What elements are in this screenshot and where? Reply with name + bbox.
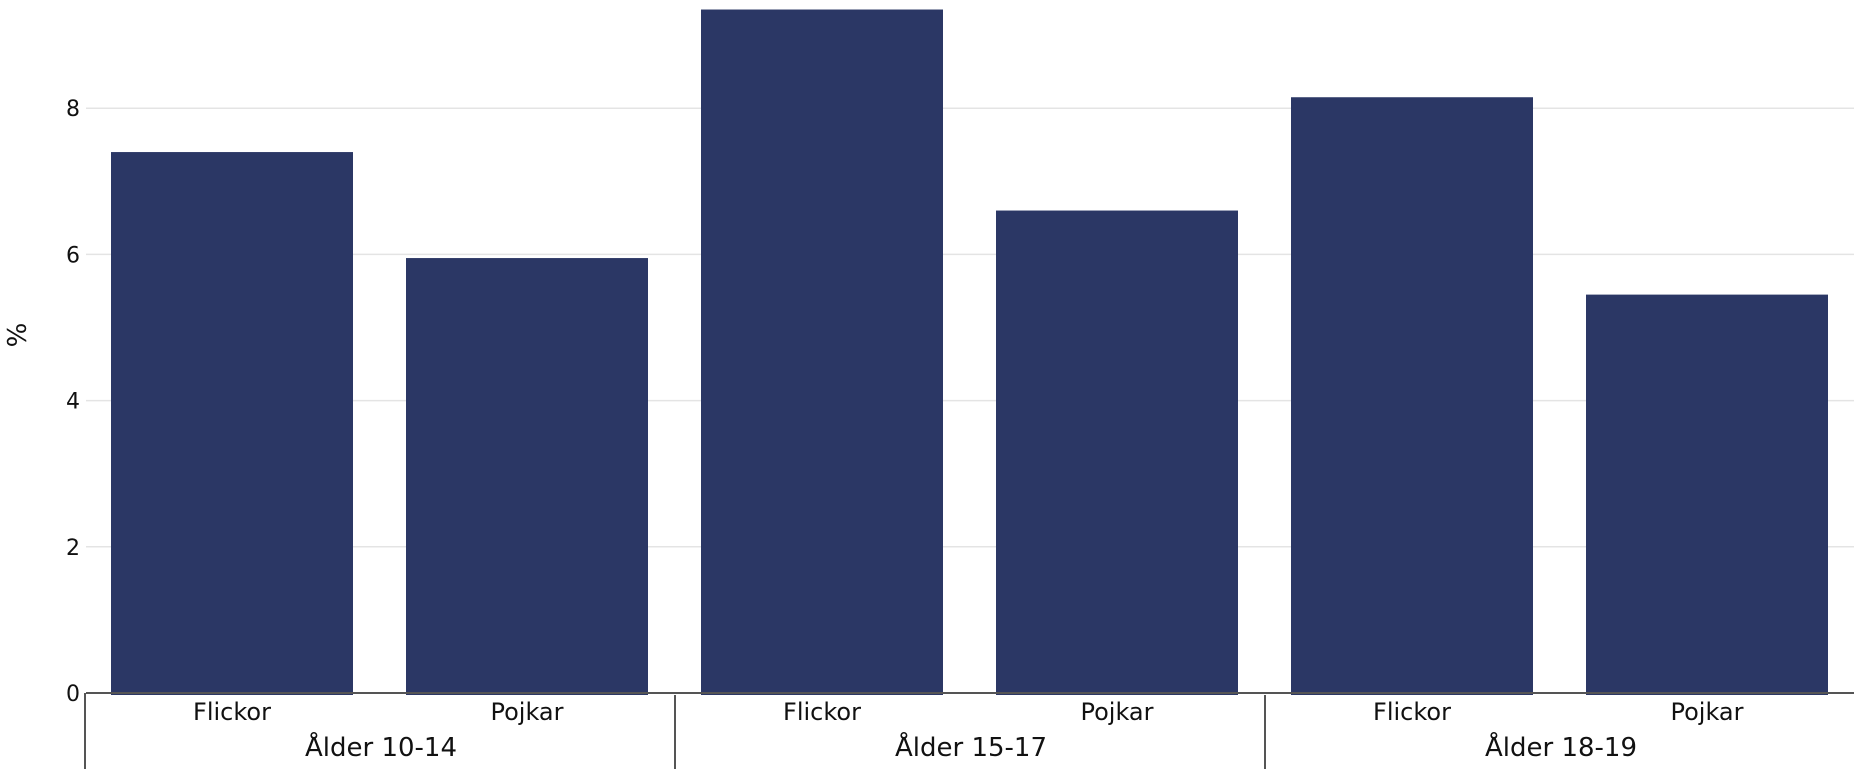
category-label: Pojkar — [1080, 698, 1153, 726]
y-tick-label: 2 — [66, 536, 80, 561]
group-label: Ålder 18-19 — [1485, 731, 1637, 763]
grid-layer — [86, 107, 1854, 548]
bar-layer — [111, 9, 1828, 696]
y-tick-label: 8 — [66, 97, 80, 122]
bar — [111, 152, 353, 695]
category-label: Flickor — [193, 698, 271, 726]
bar — [996, 210, 1238, 696]
bar — [406, 258, 648, 695]
category-label: Flickor — [1373, 698, 1451, 726]
y-tick-label: 6 — [66, 243, 80, 268]
category-label: Pojkar — [490, 698, 563, 726]
category-label: Pojkar — [1670, 698, 1743, 726]
y-tick-label: 4 — [66, 390, 80, 415]
y-tick-label: 0 — [66, 682, 80, 707]
group-label: Ålder 10-14 — [305, 731, 457, 763]
bar — [701, 9, 943, 695]
bar — [1291, 97, 1533, 696]
bar — [1586, 294, 1828, 695]
axis-layer: 0 2 4 6 8 Flickor Pojkar Ålder 10-14 Flickor Pojk… — [66, 97, 1854, 769]
group-label: Ålder 15-17 — [895, 731, 1047, 763]
category-label: Flickor — [783, 698, 861, 726]
y-axis-title: % — [3, 323, 33, 348]
